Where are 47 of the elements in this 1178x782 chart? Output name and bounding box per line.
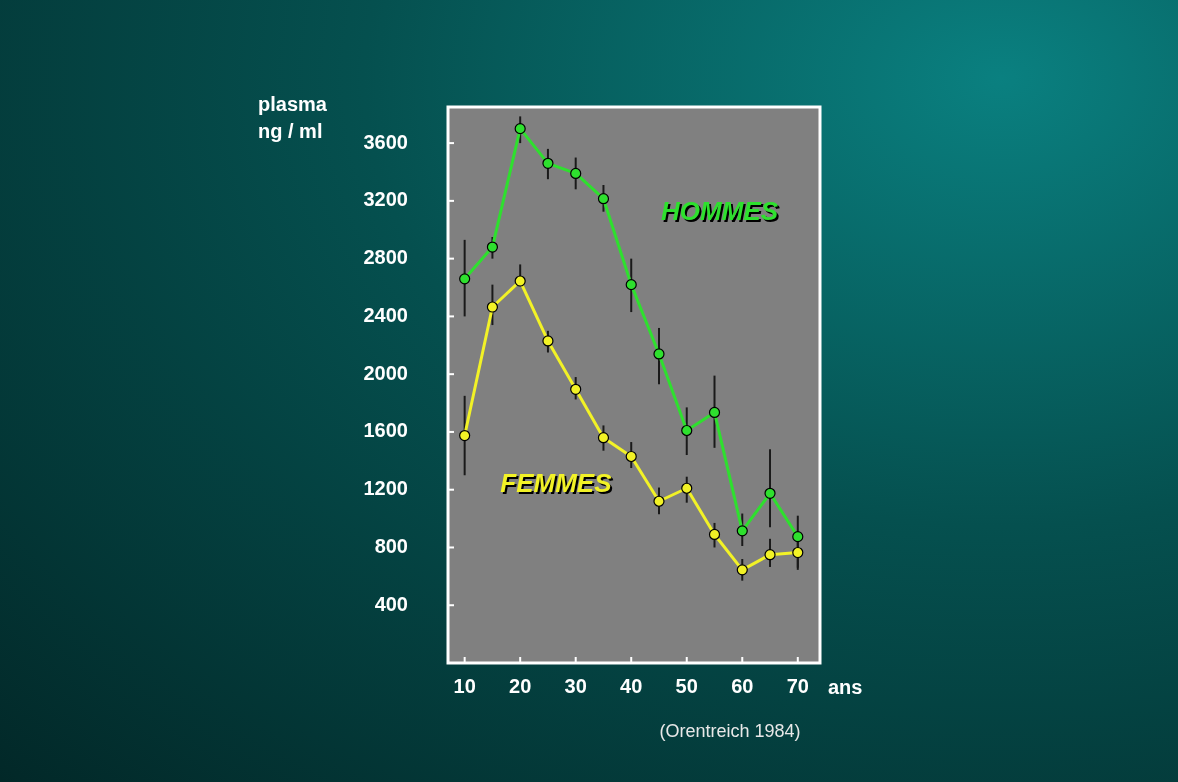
text: (Orentreich 1984) bbox=[659, 720, 801, 741]
y-tick-label: 3600 bbox=[363, 130, 408, 153]
x-tick-label: 70 bbox=[786, 674, 809, 697]
y-tick-label: 1200 bbox=[363, 477, 408, 500]
x-tick-label: 20 bbox=[509, 674, 532, 697]
y-tick-label: 1600 bbox=[363, 419, 408, 442]
point bbox=[792, 546, 804, 559]
point bbox=[625, 450, 637, 463]
y-tick-label: 2000 bbox=[363, 361, 408, 384]
point bbox=[681, 424, 693, 437]
point bbox=[459, 273, 471, 285]
point bbox=[542, 157, 554, 169]
point bbox=[570, 383, 582, 395]
x-tick-label: 50 bbox=[675, 674, 698, 697]
point bbox=[625, 279, 637, 291]
x-tick-label: 10 bbox=[453, 674, 476, 697]
point bbox=[542, 335, 554, 347]
point bbox=[570, 167, 582, 180]
y-tick-label: 800 bbox=[374, 534, 408, 557]
series-label: HOMMES bbox=[661, 195, 779, 226]
y-tick-label: 2800 bbox=[363, 246, 408, 269]
point bbox=[708, 528, 721, 541]
x-tick-label: 60 bbox=[731, 674, 754, 697]
point bbox=[486, 301, 499, 313]
point bbox=[653, 495, 665, 507]
point bbox=[486, 241, 499, 253]
point bbox=[681, 482, 693, 494]
x-tick-label: 30 bbox=[564, 674, 587, 697]
y-axis-title: plasma ng / ml bbox=[258, 92, 328, 142]
point bbox=[459, 429, 471, 442]
y-tick-label: 2400 bbox=[363, 303, 408, 326]
point bbox=[736, 525, 748, 537]
point bbox=[597, 193, 610, 205]
point bbox=[708, 406, 721, 419]
point bbox=[792, 531, 804, 543]
point bbox=[514, 123, 526, 135]
series-label: FEMMES bbox=[502, 470, 615, 501]
x-tick-label: 40 bbox=[620, 674, 643, 697]
point bbox=[653, 348, 665, 360]
y-tick-label: 400 bbox=[374, 592, 408, 615]
point bbox=[514, 275, 526, 287]
point bbox=[736, 564, 748, 576]
point bbox=[764, 549, 776, 561]
point bbox=[764, 487, 776, 499]
y-tick-label: 3200 bbox=[363, 188, 408, 211]
x-axis-title: ans bbox=[828, 675, 863, 698]
point bbox=[597, 432, 610, 444]
